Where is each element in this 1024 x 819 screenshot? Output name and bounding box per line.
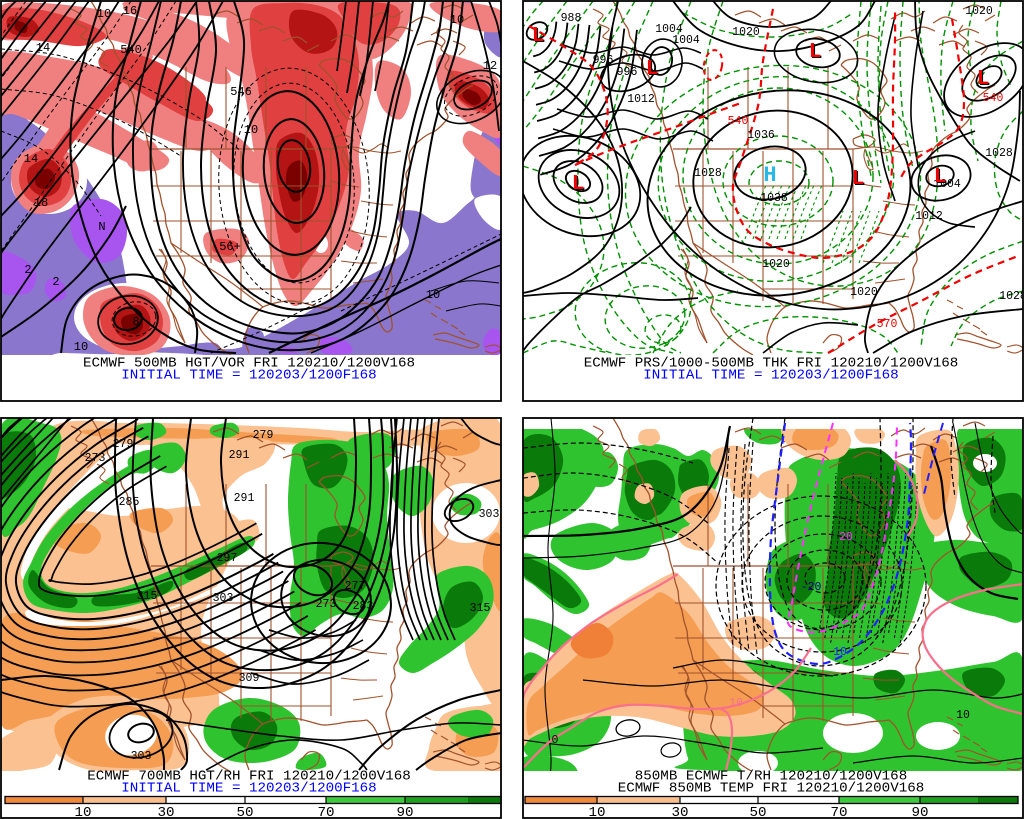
- svg-text:10: 10: [244, 123, 258, 137]
- svg-text:1028: 1028: [694, 167, 722, 180]
- svg-text:90: 90: [911, 805, 928, 819]
- svg-text:303: 303: [479, 508, 500, 521]
- svg-text:L: L: [572, 173, 585, 196]
- svg-text:INITIAL TIME = 120203/1200F168: INITIAL TIME = 120203/1200F168: [643, 368, 898, 384]
- svg-text:L: L: [977, 68, 990, 91]
- svg-text:L: L: [934, 166, 947, 189]
- svg-text:INITIAL TIME = 120203/1200F168: INITIAL TIME = 120203/1200F168: [121, 781, 376, 797]
- svg-text:315: 315: [470, 602, 491, 615]
- svg-text:ECMWF 700MB HGT/RH FRI 120210/: ECMWF 700MB HGT/RH FRI 120210/1200V168: [87, 769, 411, 785]
- svg-text:309: 309: [239, 672, 260, 685]
- svg-text:1004: 1004: [933, 178, 961, 191]
- svg-text:540: 540: [728, 115, 749, 128]
- svg-text:283: 283: [353, 600, 374, 613]
- svg-text:-20: -20: [801, 581, 822, 594]
- svg-text:L: L: [852, 168, 865, 191]
- svg-text:L: L: [853, 169, 866, 192]
- svg-text:570: 570: [877, 318, 898, 331]
- svg-text:ECMWF 850MB TEMP FRI 120210/12: ECMWF 850MB TEMP FRI 120210/1200V168: [618, 781, 925, 797]
- svg-text:315: 315: [137, 590, 158, 603]
- svg-text:1020: 1020: [965, 5, 993, 18]
- svg-text:996: 996: [617, 66, 638, 79]
- svg-text:10: 10: [833, 646, 847, 659]
- svg-text:1012: 1012: [627, 93, 655, 106]
- svg-text:2: 2: [24, 263, 31, 277]
- svg-text:10: 10: [74, 340, 88, 354]
- svg-text:10: 10: [74, 805, 91, 819]
- svg-text:10: 10: [588, 805, 605, 819]
- svg-text:12: 12: [483, 59, 497, 73]
- svg-text:1012: 1012: [915, 210, 943, 223]
- svg-text:279: 279: [253, 429, 274, 442]
- svg-text:1036: 1036: [747, 129, 775, 142]
- svg-text:ECMWF 500MB HGT/VOR FRI 120210: ECMWF 500MB HGT/VOR FRI 120210/1200V168: [83, 356, 415, 372]
- svg-text:273: 273: [85, 452, 106, 465]
- svg-text:16: 16: [123, 4, 137, 18]
- svg-text:ECMWF PRS/1000-500MB THK FRI 1: ECMWF PRS/1000-500MB THK FRI 120210/1200…: [584, 356, 959, 372]
- svg-text:10: 10: [956, 709, 970, 722]
- svg-text:INITIAL TIME = 120203/1200F168: INITIAL TIME = 120203/1200F168: [121, 368, 376, 384]
- svg-text:L: L: [978, 69, 991, 92]
- svg-text:285: 285: [119, 496, 140, 509]
- svg-text:10: 10: [450, 13, 464, 27]
- svg-text:50: 50: [749, 805, 766, 819]
- svg-text:291: 291: [234, 492, 255, 505]
- svg-text:L: L: [647, 59, 660, 82]
- svg-text:20: 20: [839, 531, 853, 544]
- svg-text:540: 540: [120, 43, 142, 57]
- svg-text:996: 996: [593, 54, 614, 67]
- svg-text:56+: 56+: [219, 240, 241, 254]
- svg-text:70: 70: [830, 805, 847, 819]
- svg-text:N: N: [98, 220, 105, 234]
- svg-text:279: 279: [113, 438, 134, 451]
- svg-text:291: 291: [229, 449, 250, 462]
- svg-text:L: L: [532, 25, 545, 48]
- svg-text:0: 0: [552, 734, 559, 747]
- svg-text:14: 14: [36, 41, 50, 55]
- svg-text:540: 540: [983, 92, 1004, 105]
- svg-text:90: 90: [396, 805, 413, 819]
- svg-text:303: 303: [213, 592, 234, 605]
- svg-text:L: L: [810, 42, 823, 65]
- svg-text:850MB ECMWF T/RH 120210/1200V1: 850MB ECMWF T/RH 120210/1200V168: [635, 769, 907, 785]
- svg-text:1004: 1004: [655, 23, 683, 36]
- svg-text:50: 50: [236, 805, 253, 819]
- svg-text:1028: 1028: [985, 147, 1013, 160]
- svg-text:70: 70: [317, 805, 334, 819]
- svg-text:2: 2: [52, 275, 59, 289]
- svg-text:L: L: [533, 26, 546, 49]
- svg-text:277: 277: [345, 580, 366, 593]
- svg-text:988: 988: [561, 12, 582, 25]
- svg-text:14: 14: [24, 152, 38, 166]
- svg-text:L: L: [573, 174, 586, 197]
- svg-text:303: 303: [131, 750, 152, 763]
- svg-text:1038: 1038: [760, 192, 788, 205]
- svg-text:L: L: [935, 167, 948, 190]
- svg-text:30: 30: [671, 805, 688, 819]
- svg-text:1020: 1020: [850, 286, 878, 299]
- svg-text:546: 546: [230, 85, 252, 99]
- svg-text:18: 18: [34, 196, 48, 210]
- svg-text:10: 10: [97, 7, 111, 21]
- svg-text:1020: 1020: [762, 258, 790, 271]
- svg-text:30: 30: [157, 805, 174, 819]
- svg-text:1020: 1020: [732, 26, 760, 39]
- svg-text:10: 10: [426, 288, 440, 302]
- svg-text:8: 8: [132, 315, 139, 329]
- svg-text:L: L: [646, 58, 659, 81]
- svg-text:1028: 1028: [999, 290, 1024, 303]
- svg-text:1004: 1004: [672, 34, 700, 47]
- svg-text:273: 273: [316, 598, 337, 611]
- svg-text:H: H: [763, 163, 776, 188]
- svg-text:L: L: [809, 41, 822, 64]
- svg-text:297: 297: [217, 552, 238, 565]
- svg-text:10: 10: [729, 697, 743, 710]
